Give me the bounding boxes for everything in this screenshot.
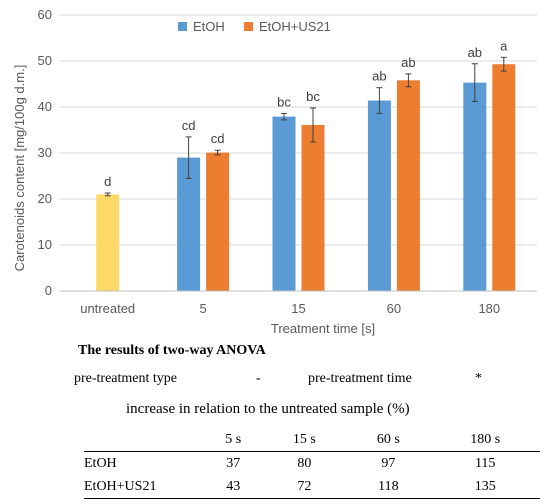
x-tick-label: 60	[387, 301, 401, 316]
x-tick-label: 15	[291, 301, 305, 316]
increase-table: 5 s 15 s 60 s 180 s EtOH 37 80 97 115 Et…	[84, 428, 540, 499]
bar-etoh	[272, 116, 296, 291]
error-bars	[104, 56, 507, 197]
increase-table-caption: increase in relation to the untreated sa…	[126, 401, 410, 417]
significance-label: d	[104, 174, 111, 189]
gridlines	[60, 14, 537, 246]
table-cell: 135	[430, 475, 540, 499]
bar-etoh	[177, 157, 201, 291]
bar-etoh-us21	[206, 152, 230, 291]
table-cell: 115	[474, 455, 496, 471]
significance-label: cd	[182, 118, 196, 133]
column-header: 60 s	[346, 428, 431, 452]
legend-swatch	[244, 22, 253, 31]
x-tick-label: 5	[199, 301, 206, 316]
legend-swatch	[178, 22, 187, 31]
pretreatment-type-value: -	[256, 371, 261, 386]
bars	[96, 64, 516, 292]
column-header: 5 s	[204, 428, 263, 452]
y-tick-label: 40	[38, 99, 52, 114]
pretreatment-time-value: *	[475, 371, 482, 386]
significance-label: ab	[468, 45, 482, 60]
significance-label: ab	[401, 55, 415, 70]
anova-title: The results of two-way ANOVA	[78, 343, 266, 358]
significance-label: bc	[277, 94, 291, 109]
x-axis-title: Treatment time [s]	[271, 321, 375, 336]
x-tick-labels: untreated 5 15 60 180	[80, 301, 500, 316]
significance-label: ab	[372, 69, 386, 84]
bar-untreated	[96, 194, 120, 291]
significance-label: bc	[306, 89, 320, 104]
legend-label: EtOH	[193, 19, 225, 34]
bar-etoh-us21	[301, 124, 325, 291]
bar-etoh-us21	[492, 64, 516, 291]
column-header: 180 s	[430, 428, 540, 452]
table-row: EtOH 37 80 97 115	[84, 452, 540, 476]
column-header	[84, 428, 204, 452]
table-cell: 97	[381, 455, 396, 471]
table-cell: 37	[226, 455, 241, 471]
y-tick-label: 20	[38, 191, 52, 206]
row-label: EtOH+US21	[84, 475, 204, 499]
table-header-row: 5 s 15 s 60 s 180 s	[84, 428, 540, 452]
y-tick-label: 30	[38, 145, 52, 160]
significance-label: a	[500, 38, 508, 53]
y-tick-label: 10	[38, 237, 52, 252]
legend-label: EtOH+US21	[259, 19, 331, 34]
column-header: 15 s	[262, 428, 347, 452]
legend: EtOH EtOH+US21	[178, 19, 331, 34]
table-cell: 72	[262, 475, 347, 499]
bar-etoh	[367, 100, 391, 291]
table-row: EtOH+US21 43 72 118 135	[84, 475, 540, 499]
y-tick-label: 50	[38, 53, 52, 68]
x-tick-label: untreated	[80, 301, 135, 316]
significance-label: cd	[211, 131, 225, 146]
bar-etoh	[463, 82, 487, 292]
x-tick-label: 180	[478, 301, 500, 316]
y-tick-label: 0	[45, 283, 52, 298]
table-cell: 118	[346, 475, 431, 499]
bar-etoh-us21	[396, 80, 420, 291]
y-axis-title: Carotenoids content [mg/100g d.m.]	[12, 65, 27, 272]
table-cell: 43	[204, 475, 263, 499]
pretreatment-time-label: pre-treatment time	[308, 371, 412, 386]
row-label: EtOH	[84, 455, 117, 471]
y-tick-label: 60	[38, 7, 52, 22]
pretreatment-type-label: pre-treatment type	[74, 371, 178, 386]
y-tick-labels: 0 10 20 30 40 50 60	[38, 7, 52, 298]
table-cell: 80	[297, 455, 312, 471]
